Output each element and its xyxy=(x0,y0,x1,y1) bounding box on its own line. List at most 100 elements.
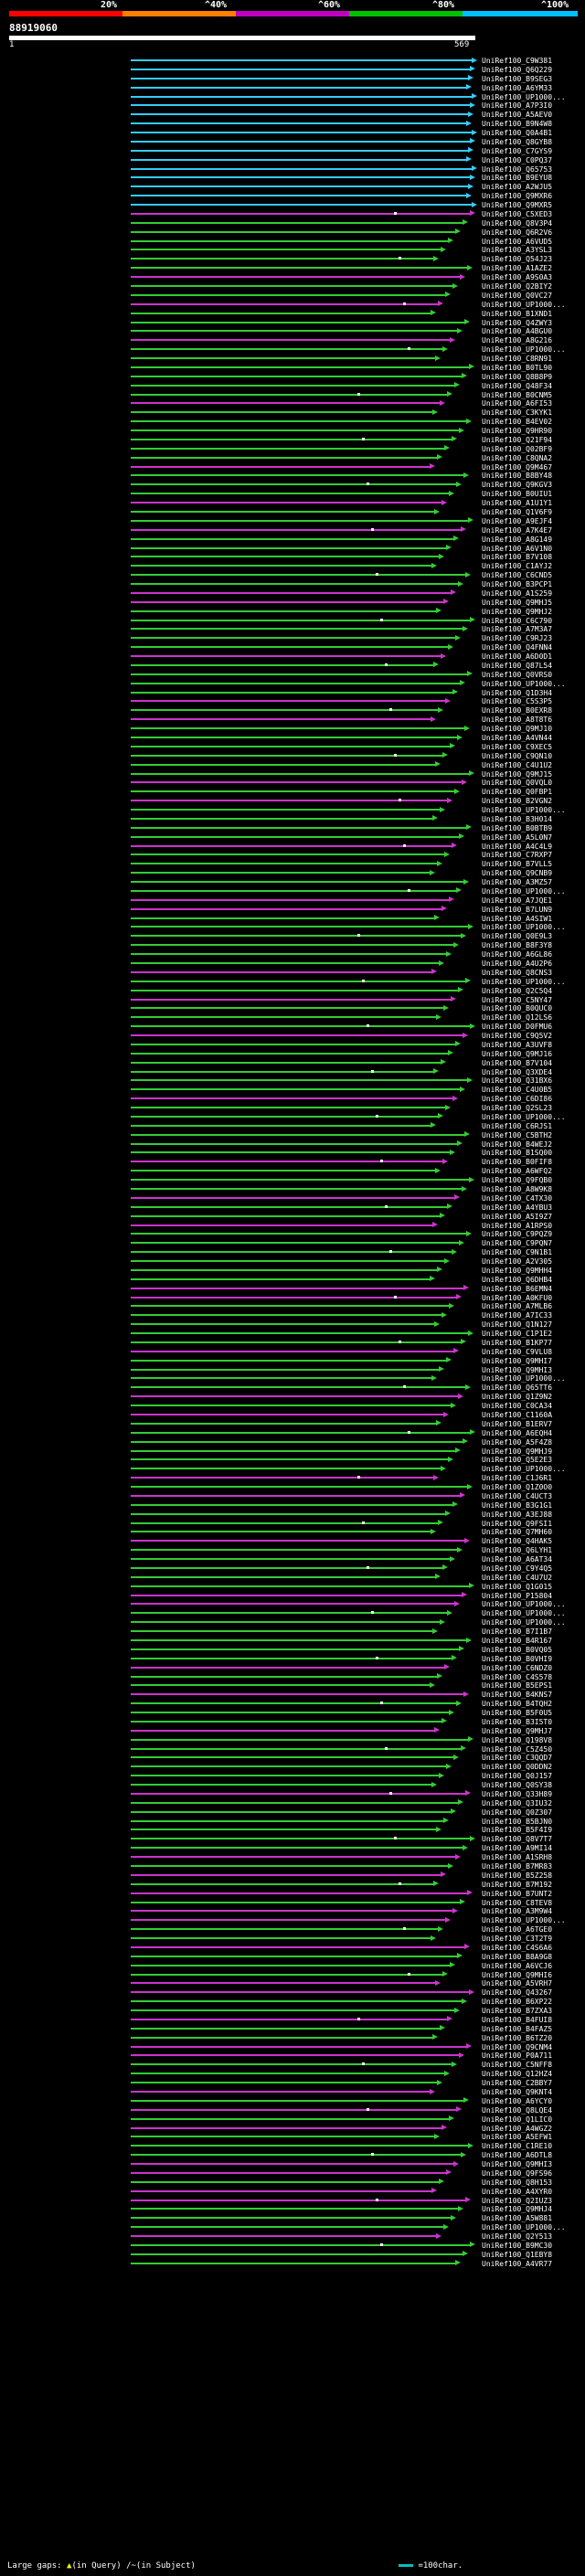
alignment-line[interactable] xyxy=(131,998,451,1001)
alignment-line[interactable] xyxy=(131,737,457,738)
hit-label-link[interactable]: UniRef100_A6WFQ2 xyxy=(482,1167,553,1176)
alignment-line[interactable] xyxy=(131,1882,433,1885)
alignment-line[interactable] xyxy=(131,1179,469,1182)
alignment-line[interactable] xyxy=(131,610,436,612)
hit-label-link[interactable]: UniRef100_A1RPS0 xyxy=(482,1221,553,1230)
alignment-line[interactable] xyxy=(131,1151,450,1154)
alignment-line[interactable] xyxy=(131,591,451,594)
alignment-line[interactable] xyxy=(131,1142,457,1145)
alignment-line[interactable] xyxy=(131,1486,467,1489)
hit-label-link[interactable]: UniRef100_C1RE10 xyxy=(482,2142,553,2151)
alignment-line[interactable] xyxy=(131,980,465,982)
hit-label-link[interactable]: UniRef100_B0VHI9 xyxy=(482,1654,553,1663)
hit-label-link[interactable]: UniRef100_A5I9Z7 xyxy=(482,1212,553,1221)
alignment-line[interactable] xyxy=(131,1603,454,1606)
alignment-line[interactable] xyxy=(131,2154,461,2157)
hit-label-link[interactable]: UniRef100_C5Z450 xyxy=(482,1744,553,1754)
hit-label-link[interactable]: UniRef100_Q1V6F9 xyxy=(482,508,553,516)
alignment-line[interactable] xyxy=(131,881,463,884)
alignment-line[interactable] xyxy=(131,1341,461,1343)
hit-label-link[interactable]: UniRef100_C8QNA2 xyxy=(482,453,553,462)
hit-label-link[interactable]: UniRef100_B0BTB9 xyxy=(482,823,553,832)
alignment-line[interactable] xyxy=(131,1124,431,1127)
hit-label-link[interactable]: UniRef100_Q54J23 xyxy=(482,255,553,264)
hit-label-link[interactable]: UniRef100_A4U2P6 xyxy=(482,959,553,968)
hit-label-link[interactable]: UniRef100_Q8GYB8 xyxy=(482,137,553,146)
hit-label-link[interactable]: UniRef100_Q8LQE4 xyxy=(482,2105,553,2115)
alignment-line[interactable] xyxy=(131,149,468,152)
hit-label-link[interactable]: UniRef100_Q9MXR6 xyxy=(482,192,553,201)
alignment-line[interactable] xyxy=(131,1070,433,1073)
hit-label-link[interactable]: UniRef100_B7V108 xyxy=(482,553,553,562)
alignment-line[interactable] xyxy=(131,926,468,928)
alignment-line[interactable] xyxy=(131,1801,458,1804)
alignment-line[interactable] xyxy=(131,2099,463,2102)
alignment-line[interactable] xyxy=(131,2000,462,2003)
alignment-line[interactable] xyxy=(131,1558,450,1561)
hit-label-link[interactable]: UniRef100_UP1000... xyxy=(482,1618,566,1627)
alignment-line[interactable] xyxy=(131,132,472,134)
alignment-line[interactable] xyxy=(131,809,440,811)
hit-label-link[interactable]: UniRef100_C9Q5V2 xyxy=(482,1032,553,1041)
alignment-line[interactable] xyxy=(131,1756,453,1759)
hit-label-link[interactable]: UniRef100_Q8CNS3 xyxy=(482,968,553,977)
alignment-line[interactable] xyxy=(131,1170,435,1172)
alignment-line[interactable] xyxy=(131,2045,466,2048)
alignment-line[interactable] xyxy=(131,1937,431,1940)
alignment-line[interactable] xyxy=(131,1675,437,1678)
alignment-line[interactable] xyxy=(131,1323,434,1326)
alignment-line[interactable] xyxy=(131,2091,430,2093)
alignment-line[interactable] xyxy=(131,2117,449,2120)
hit-label-link[interactable]: UniRef100_A7P3I0 xyxy=(482,101,553,111)
hit-label-link[interactable]: UniRef100_Q65TT6 xyxy=(482,1383,553,1393)
alignment-line[interactable] xyxy=(131,1549,457,1552)
alignment-line[interactable] xyxy=(131,1025,470,1028)
hit-label-link[interactable]: UniRef100_B9N4W8 xyxy=(482,120,553,129)
alignment-line[interactable] xyxy=(131,1901,460,1903)
hit-label-link[interactable]: UniRef100_UP1000... xyxy=(482,886,566,896)
alignment-line[interactable] xyxy=(131,682,460,684)
alignment-line[interactable] xyxy=(131,1043,455,1045)
hit-label-link[interactable]: UniRef100_Q9MHH4 xyxy=(482,1266,553,1275)
alignment-line[interactable] xyxy=(131,1738,468,1741)
alignment-line[interactable] xyxy=(131,384,454,387)
hit-label-link[interactable]: UniRef100_Q9FS96 xyxy=(482,2168,553,2178)
hit-label-link[interactable]: UniRef100_B7ZXA3 xyxy=(482,2007,553,2016)
hit-label-link[interactable]: UniRef100_B0UIU1 xyxy=(482,490,553,499)
hit-label-link[interactable]: UniRef100_Q8H153 xyxy=(482,2178,553,2187)
hit-label-link[interactable]: UniRef100_Q0VQL0 xyxy=(482,779,553,788)
alignment-line[interactable] xyxy=(131,1919,445,1922)
hit-label-link[interactable]: UniRef100_Q9MHJ7 xyxy=(482,1726,553,1735)
alignment-line[interactable] xyxy=(131,1792,465,1795)
alignment-line[interactable] xyxy=(131,1892,467,1894)
hit-label-link[interactable]: UniRef100_A5L0N7 xyxy=(482,832,553,842)
hit-label-link[interactable]: UniRef100_C8TEV8 xyxy=(482,1898,553,1907)
hit-label-link[interactable]: UniRef100_UP1000... xyxy=(482,92,566,101)
alignment-line[interactable] xyxy=(131,1422,436,1425)
hit-label-link[interactable]: UniRef100_A6GL86 xyxy=(482,950,553,959)
alignment-line[interactable] xyxy=(131,302,438,305)
hit-label-link[interactable]: UniRef100_C9Y4Q5 xyxy=(482,1564,553,1573)
alignment-line[interactable] xyxy=(131,502,441,504)
hit-label-link[interactable]: UniRef100_C4U7U2 xyxy=(482,1573,553,1582)
alignment-line[interactable] xyxy=(131,1088,460,1091)
hit-label-link[interactable]: UniRef100_C0CA34 xyxy=(482,1402,553,1411)
hit-label-link[interactable]: UniRef100_Q8V3P4 xyxy=(482,218,553,228)
alignment-line[interactable] xyxy=(131,195,466,197)
hit-label-link[interactable]: UniRef100_Q9FQB0 xyxy=(482,1176,553,1185)
hit-label-link[interactable]: UniRef100_Q9MJ16 xyxy=(482,1049,553,1058)
hit-label-link[interactable]: UniRef100_A6AT34 xyxy=(482,1555,553,1564)
alignment-line[interactable] xyxy=(131,2189,431,2192)
alignment-line[interactable] xyxy=(131,2217,451,2220)
hit-label-link[interactable]: UniRef100_Q33H89 xyxy=(482,1789,553,1798)
alignment-line[interactable] xyxy=(131,2163,453,2166)
hit-label-link[interactable]: UniRef100_B2VGN2 xyxy=(482,797,553,806)
alignment-line[interactable] xyxy=(131,826,466,829)
alignment-line[interactable] xyxy=(131,1196,454,1199)
alignment-line[interactable] xyxy=(131,1955,457,1957)
alignment-line[interactable] xyxy=(131,1405,451,1407)
alignment-line[interactable] xyxy=(131,1693,463,1696)
alignment-line[interactable] xyxy=(131,907,441,910)
hit-label-link[interactable]: UniRef100_A1U1Y1 xyxy=(482,499,553,508)
alignment-line[interactable] xyxy=(131,1712,449,1714)
